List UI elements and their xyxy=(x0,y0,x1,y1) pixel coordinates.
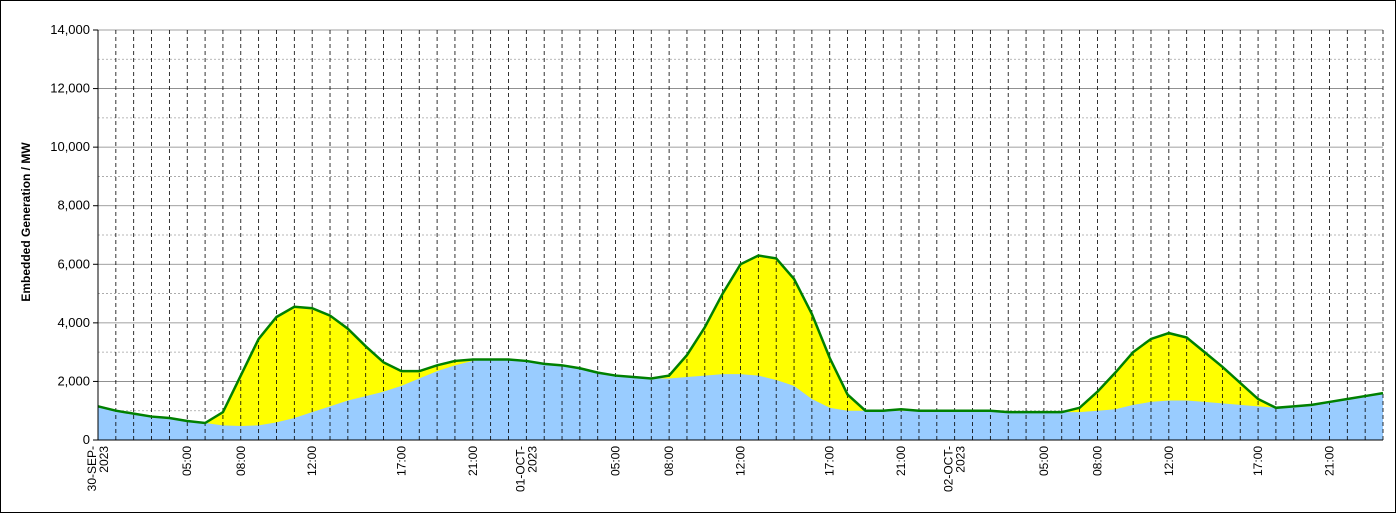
x-tick-label: 21:00 xyxy=(1322,446,1336,476)
x-tick-label: 08:00 xyxy=(662,446,676,476)
y-tick-label: 4,000 xyxy=(57,315,90,330)
y-tick-label: 14,000 xyxy=(50,22,90,37)
x-tick-label: 08:00 xyxy=(234,446,248,476)
y-tick-label: 12,000 xyxy=(50,81,90,96)
x-tick-label: 02-OCT-2023 xyxy=(942,446,968,492)
x-tick-label: 05:00 xyxy=(1037,446,1051,476)
x-tick-label: 21:00 xyxy=(466,446,480,476)
vertical-gridlines xyxy=(115,30,1384,440)
y-axis-label: Embedded Generation / MW xyxy=(19,142,33,302)
x-tick-label: 01-OCT-2023 xyxy=(513,446,539,492)
x-tick-label: 17:00 xyxy=(394,446,408,476)
y-tick-label: 6,000 xyxy=(57,256,90,271)
x-tick-label: 12:00 xyxy=(305,446,319,476)
y-tick-label: 2,000 xyxy=(57,373,90,388)
x-tick-label: 30-SEP-2023 xyxy=(85,446,111,492)
x-tick-label: 17:00 xyxy=(1251,446,1265,476)
x-tick-label: 21:00 xyxy=(894,446,908,476)
y-tick-label: 8,000 xyxy=(57,198,90,213)
x-tick-label: 08:00 xyxy=(1090,446,1104,476)
x-tick-label: 05:00 xyxy=(180,446,194,476)
x-tick-label: 12:00 xyxy=(1162,446,1176,476)
x-tick-label: 17:00 xyxy=(823,446,837,476)
total-series-line xyxy=(97,254,1384,425)
lower-area-fill xyxy=(98,359,1383,440)
y-tick-label: 0 xyxy=(83,432,90,447)
y-tick-label: 10,000 xyxy=(50,139,90,154)
x-tick-labels: 30-SEP-2023 05:00 08:00 12:00 17:00 21:00 01-O… xyxy=(85,446,1336,492)
x-tick-label: 12:00 xyxy=(734,446,748,476)
axes-layer xyxy=(93,29,1383,441)
x-tick-label: 05:00 xyxy=(609,446,623,476)
y-tick-labels: 0 2,000 4,000 6,000 8,000 10,000 12,000 14,000 xyxy=(50,22,90,447)
